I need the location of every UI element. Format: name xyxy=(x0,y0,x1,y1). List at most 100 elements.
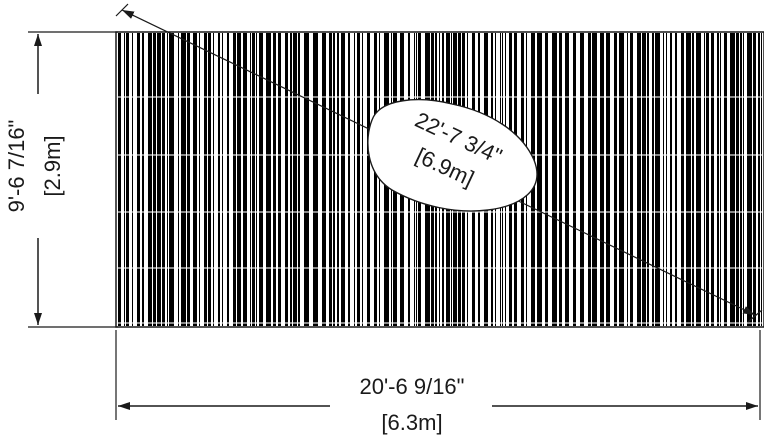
diagonal-extension-right xyxy=(747,309,763,323)
panel-stripe xyxy=(761,33,762,326)
panel-stripe xyxy=(227,33,229,326)
panel-stripe xyxy=(675,33,677,326)
panel-stripe xyxy=(740,33,742,326)
panel-stripe xyxy=(552,33,557,326)
panel-stripe xyxy=(256,33,257,326)
panel-stripe xyxy=(666,33,667,326)
panel-stripe xyxy=(652,33,654,326)
height-dimension: 9'-6 7/16" [2.9m] xyxy=(4,31,118,328)
panel-stripe xyxy=(178,33,179,326)
panel-stripe xyxy=(153,33,156,326)
panel-stripe xyxy=(237,33,241,326)
panel-stripe xyxy=(285,33,288,326)
panel-stripe xyxy=(213,33,214,326)
panel-stripe xyxy=(157,33,161,326)
width-imperial-label: 20'-6 9/16" xyxy=(360,374,465,399)
panel-stripe xyxy=(758,33,760,326)
panel-stripe xyxy=(199,33,200,326)
panel-stripe xyxy=(167,33,168,326)
panel-stripe xyxy=(273,33,276,326)
panel-stripe xyxy=(627,33,628,326)
panel-stripe xyxy=(333,33,335,326)
panel-stripe xyxy=(706,33,709,326)
panel-stripe xyxy=(298,33,300,326)
panel-stripe xyxy=(670,33,672,326)
height-imperial-label: 9'-6 7/16" xyxy=(4,120,29,213)
panel-stripe xyxy=(362,33,363,326)
panel-stripe xyxy=(354,33,355,326)
panel-stripe xyxy=(559,33,562,326)
panel-stripe xyxy=(736,33,739,326)
panel-stripe xyxy=(148,33,152,326)
panel-stripe xyxy=(647,33,649,326)
panel-stripe xyxy=(600,33,604,326)
panel-stripe xyxy=(233,33,236,326)
panel-stripe xyxy=(630,33,633,326)
panel-stripe xyxy=(162,33,165,326)
panel-stripe xyxy=(565,33,569,326)
width-metric-label: [6.3m] xyxy=(381,410,442,435)
height-metric-label: [2.9m] xyxy=(40,135,65,196)
diagonal-label-cloud xyxy=(367,99,538,212)
panel-stripe xyxy=(222,33,223,326)
panel-stripe xyxy=(711,33,714,326)
panel-stripe xyxy=(573,33,576,326)
panel-stripe xyxy=(545,33,548,326)
panel-stripe xyxy=(126,33,129,326)
panel-stripe xyxy=(588,33,591,326)
panel-stripe xyxy=(187,33,190,326)
panel-stripe xyxy=(313,33,318,326)
panel-stripe xyxy=(322,33,326,326)
panel-stripe xyxy=(592,33,597,326)
panel-stripe xyxy=(696,33,701,326)
panel-stripe xyxy=(132,33,133,326)
panel-stripe xyxy=(169,33,174,326)
panel-stripe xyxy=(290,33,292,326)
panel-stripe xyxy=(730,33,735,326)
panel-stripe xyxy=(642,33,646,326)
panel-stripe xyxy=(655,33,660,326)
panel-stripe xyxy=(619,33,624,326)
panel-stripe xyxy=(357,33,360,326)
panel-stripe xyxy=(374,33,377,326)
panel-stripe xyxy=(266,33,271,326)
panel-stripe xyxy=(717,33,719,326)
panel-stripe xyxy=(724,33,727,326)
diagonal-extension-left xyxy=(115,3,129,17)
panel-stripe xyxy=(704,33,705,326)
panel-stripe xyxy=(118,33,121,326)
panel-stripe xyxy=(537,33,542,326)
panel-stripe xyxy=(367,33,370,326)
panel-stripe xyxy=(743,33,744,326)
panel-stripe xyxy=(181,33,186,326)
panel-stripe xyxy=(124,33,125,326)
panel-stripe xyxy=(204,33,207,326)
panel-stripe xyxy=(243,33,247,326)
diagonal-dimension: 22'-7 3/4" [6.9m] xyxy=(115,3,763,323)
panel-stripe xyxy=(580,33,584,326)
panel-stripe xyxy=(753,33,756,326)
panel-stripe xyxy=(637,33,641,326)
panel-stripe xyxy=(747,33,752,326)
panel-stripe xyxy=(142,33,144,326)
panel-stripe xyxy=(208,33,211,326)
panel-stripe xyxy=(252,33,255,326)
panel-stripe xyxy=(193,33,197,326)
panel-stripe xyxy=(278,33,281,326)
panel-stripe xyxy=(663,33,664,326)
width-dimension: 20'-6 9/16" [6.3m] xyxy=(115,330,761,435)
panel-stripe xyxy=(681,33,684,326)
panel-stripe xyxy=(606,33,610,326)
panel-stripe xyxy=(329,33,332,326)
panel-stripe xyxy=(337,33,339,326)
panel-stripe xyxy=(614,33,617,326)
panel-stripe xyxy=(137,33,140,326)
panel-stripe xyxy=(341,33,345,326)
panel-stripe xyxy=(218,33,220,326)
panel-stripe xyxy=(250,33,251,326)
panel-stripe xyxy=(348,33,350,326)
panel-stripe xyxy=(293,33,297,326)
panel-stripe xyxy=(304,33,309,326)
panel-stripe xyxy=(720,33,721,326)
